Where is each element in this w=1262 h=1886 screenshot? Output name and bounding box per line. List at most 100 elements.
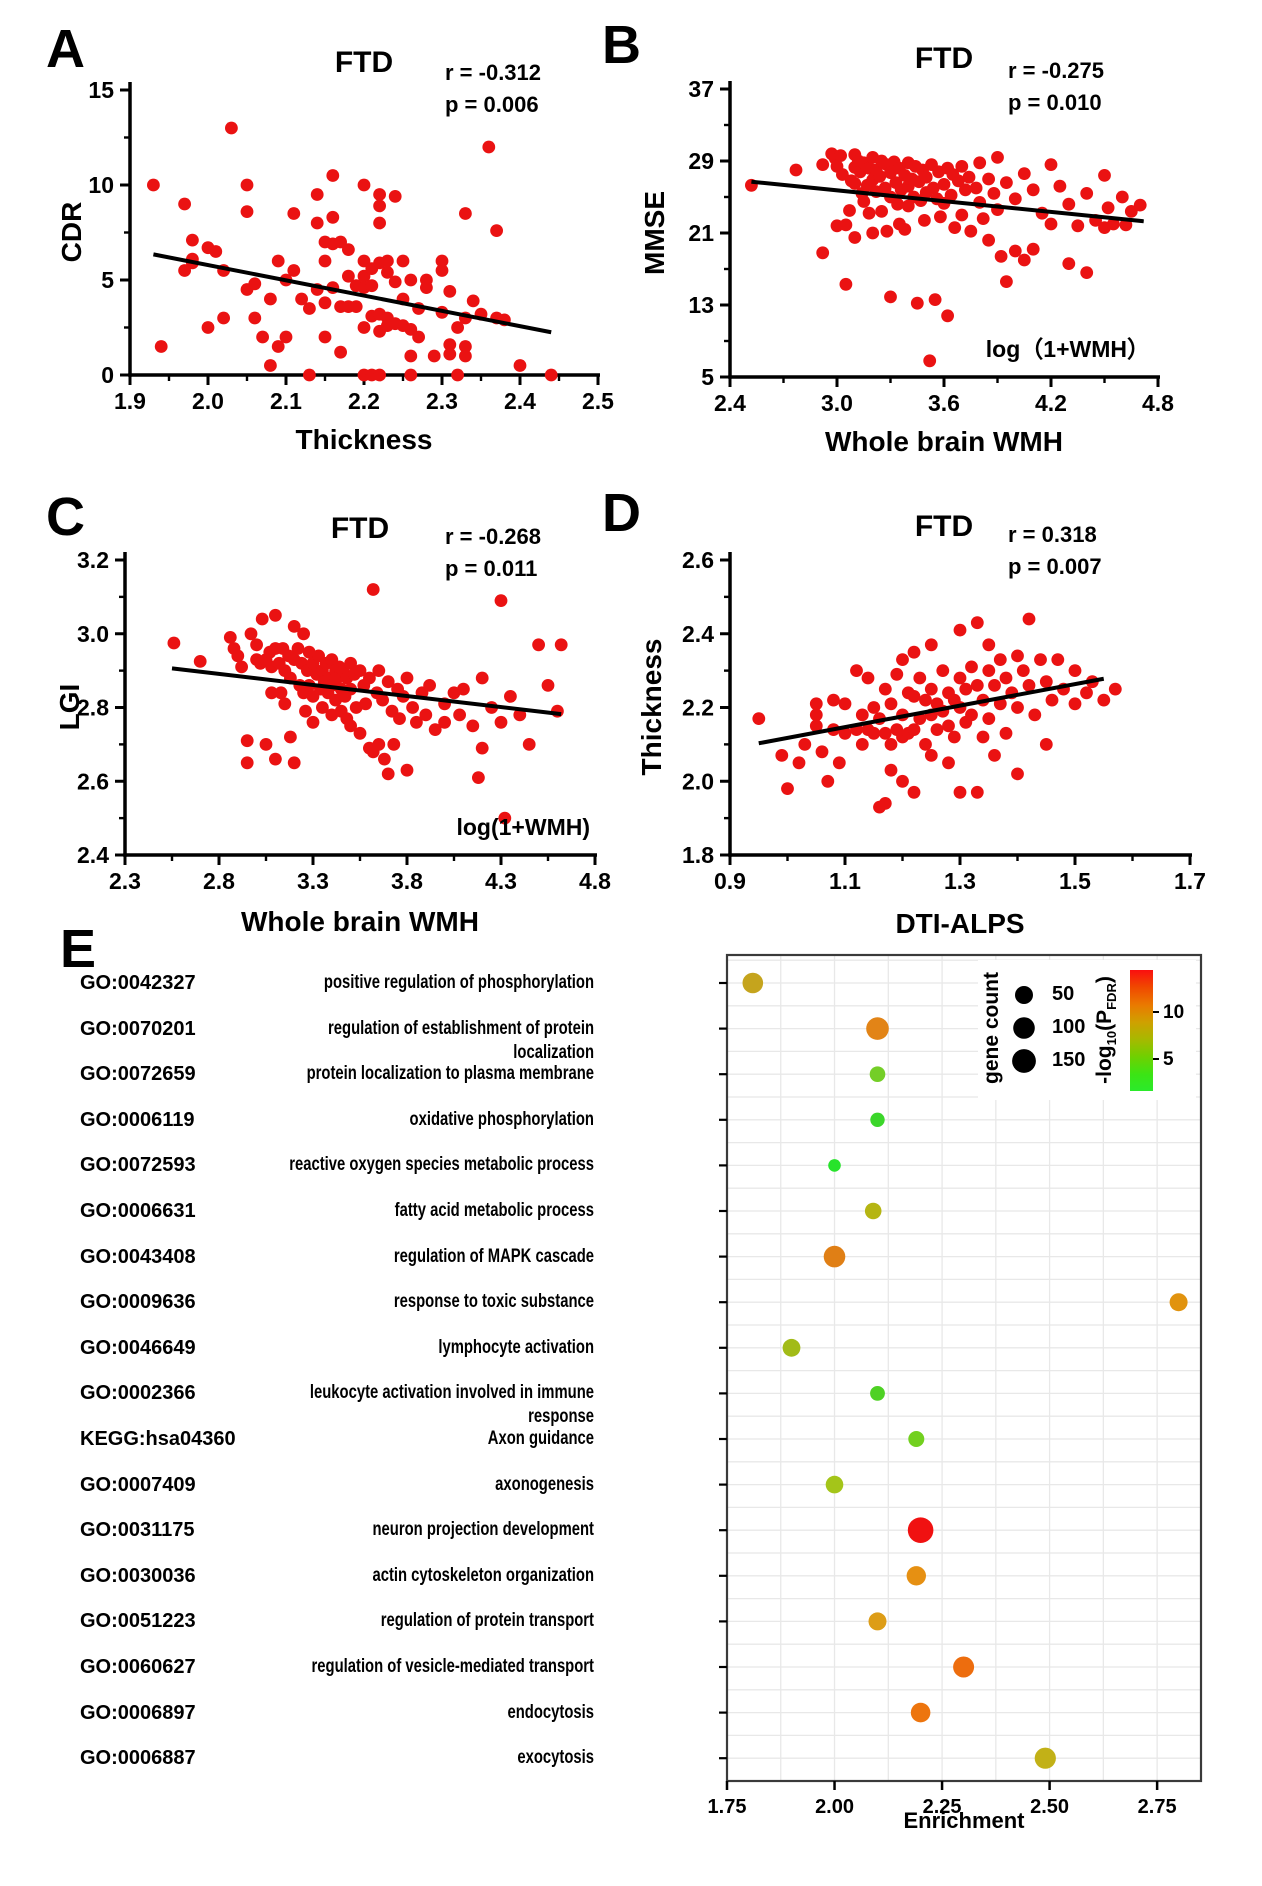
svg-text:2.2: 2.2 [348,388,380,414]
svg-text:2.2: 2.2 [682,695,714,721]
bubble [907,1517,934,1543]
go-term: protein localization to plasma membrane [306,1063,594,1085]
svg-text:15: 15 [88,77,114,103]
legend-size-title: gene count [980,971,1003,1085]
svg-text:3.2: 3.2 [77,547,109,573]
legend-color-title-text: -log10(PFDR) [1092,976,1120,1084]
go-term: fatty acid metabolic process [394,1200,594,1221]
bubble [906,1566,926,1586]
bubble [782,1338,801,1357]
go-term: leukocyte activation involved in immune … [309,1382,594,1428]
colorbar-tick-10: 10 [1163,1002,1185,1023]
svg-text:5: 5 [701,364,714,390]
legend-backdrop [978,960,1196,1100]
svg-text:21: 21 [688,220,714,246]
go-term: regulation of protein transport [380,1610,594,1632]
go-id: KEGG:hsa04360 [80,1428,236,1450]
svg-text:2.4: 2.4 [682,621,714,647]
go-term: reactive oxygen species metabolic proces… [289,1154,594,1176]
bubble [869,1066,886,1082]
svg-text:2.75: 2.75 [1138,1796,1177,1818]
go-term: regulation of MAPK cascade [393,1245,594,1267]
go-term: Axon guidance [487,1428,594,1449]
go-term: actin cytoskeleton organization [372,1564,594,1586]
go-id: GO:0046649 [80,1336,196,1359]
scatter-points [147,121,558,382]
svg-text:10: 10 [88,172,114,198]
panel-a-ylabel: CDR [56,201,87,263]
svg-text:5: 5 [101,267,114,293]
panel-letter-e: E [60,919,97,979]
trend-line [751,179,1144,224]
svg-text:29: 29 [688,148,714,174]
trend-line [153,252,552,335]
svg-text:1.3: 1.3 [944,868,976,894]
bubble [864,1202,882,1220]
go-term: oxidative phosphorylation [409,1108,594,1130]
svg-text:2.50: 2.50 [1030,1796,1069,1818]
go-term: regulation of vesicle-mediated transport [311,1656,594,1677]
svg-text:1.1: 1.1 [829,868,861,894]
trend-line [171,666,562,717]
go-term: neuron projection development [372,1519,594,1541]
svg-text:4.8: 4.8 [579,868,611,894]
go-term: exocytosis [517,1747,594,1769]
svg-text:2.25: 2.25 [923,1796,962,1818]
svg-text:1.5: 1.5 [1059,868,1091,894]
svg-text:2.6: 2.6 [682,547,714,573]
panel-b-plot: 2.4 3.0 3.6 4.2 4.8 5 13 21 29 37 [688,76,1174,416]
svg-text:2.0: 2.0 [192,388,224,414]
svg-text:0.9: 0.9 [714,868,746,894]
svg-text:4.2: 4.2 [1035,390,1067,416]
svg-text:2.00: 2.00 [815,1796,854,1818]
svg-text:1.7: 1.7 [1174,868,1206,894]
bubble [910,1702,931,1723]
svg-text:3.6: 3.6 [928,390,960,416]
svg-text:1.75: 1.75 [708,1796,747,1818]
panel-c-annotation: log(1+WMH) [456,814,590,840]
go-id: GO:0007409 [80,1473,196,1496]
panel-c-xlabel: Whole brain WMH [241,906,479,937]
svg-text:2.0: 2.0 [682,768,714,794]
svg-text:3.3: 3.3 [297,868,329,894]
panel-a-stat-p: p = 0.006 [445,92,539,117]
panel-c-plot: 2.3 2.8 3.3 3.8 4.3 4.8 2.4 2.6 2.8 3.0 3.2 [77,547,611,894]
panel-b-ylabel: MMSE [639,191,670,275]
go-id: GO:0006887 [80,1747,196,1770]
svg-text:0: 0 [101,362,114,388]
svg-text:3.0: 3.0 [821,390,853,416]
svg-text:37: 37 [688,76,714,102]
go-term: response to toxic substance [393,1291,594,1313]
panel-a-stat-r: r = -0.312 [445,60,542,85]
svg-text:3.8: 3.8 [391,868,423,894]
panel-b-stat-r: r = -0.275 [1008,58,1105,83]
bubble [866,1017,889,1040]
scatter-points [752,612,1122,814]
legend-color-title: -log10(PFDR) [1093,976,1119,1084]
colorbar-tick-5: 5 [1163,1049,1174,1070]
gridlines [727,955,1201,1781]
bubble [1034,1747,1056,1769]
go-id: GO:0031175 [80,1519,195,1542]
panel-d-plot: 0.9 1.1 1.3 1.5 1.7 1.8 2.0 2.2 2.4 2.6 [682,547,1206,894]
panel-d-title: FTD [914,510,974,543]
legend-size-label-100: 100 [1052,1016,1086,1038]
panel-letter-b: B [602,15,641,75]
panel-letter-d: D [602,483,641,543]
panel-c-ylabel: LGI [54,683,85,731]
go-id: GO:0072593 [80,1154,196,1177]
svg-text:2.8: 2.8 [203,868,235,894]
panel-c-stat-p: p = 0.011 [445,556,538,581]
svg-text:2.8: 2.8 [77,695,109,721]
legend-size-label-50: 50 [1052,983,1075,1005]
panel-a-xlabel: Thickness [295,424,433,455]
svg-text:2.1: 2.1 [270,388,302,414]
svg-text:1.8: 1.8 [682,842,714,868]
go-term: axonogenesis [495,1473,594,1495]
size-legend-bubbles [1012,986,1036,1073]
go-id: GO:0006119 [80,1108,195,1131]
colorbar [1130,970,1153,1091]
svg-text:4.8: 4.8 [1142,390,1174,416]
panel-b-title: FTD [914,42,974,75]
